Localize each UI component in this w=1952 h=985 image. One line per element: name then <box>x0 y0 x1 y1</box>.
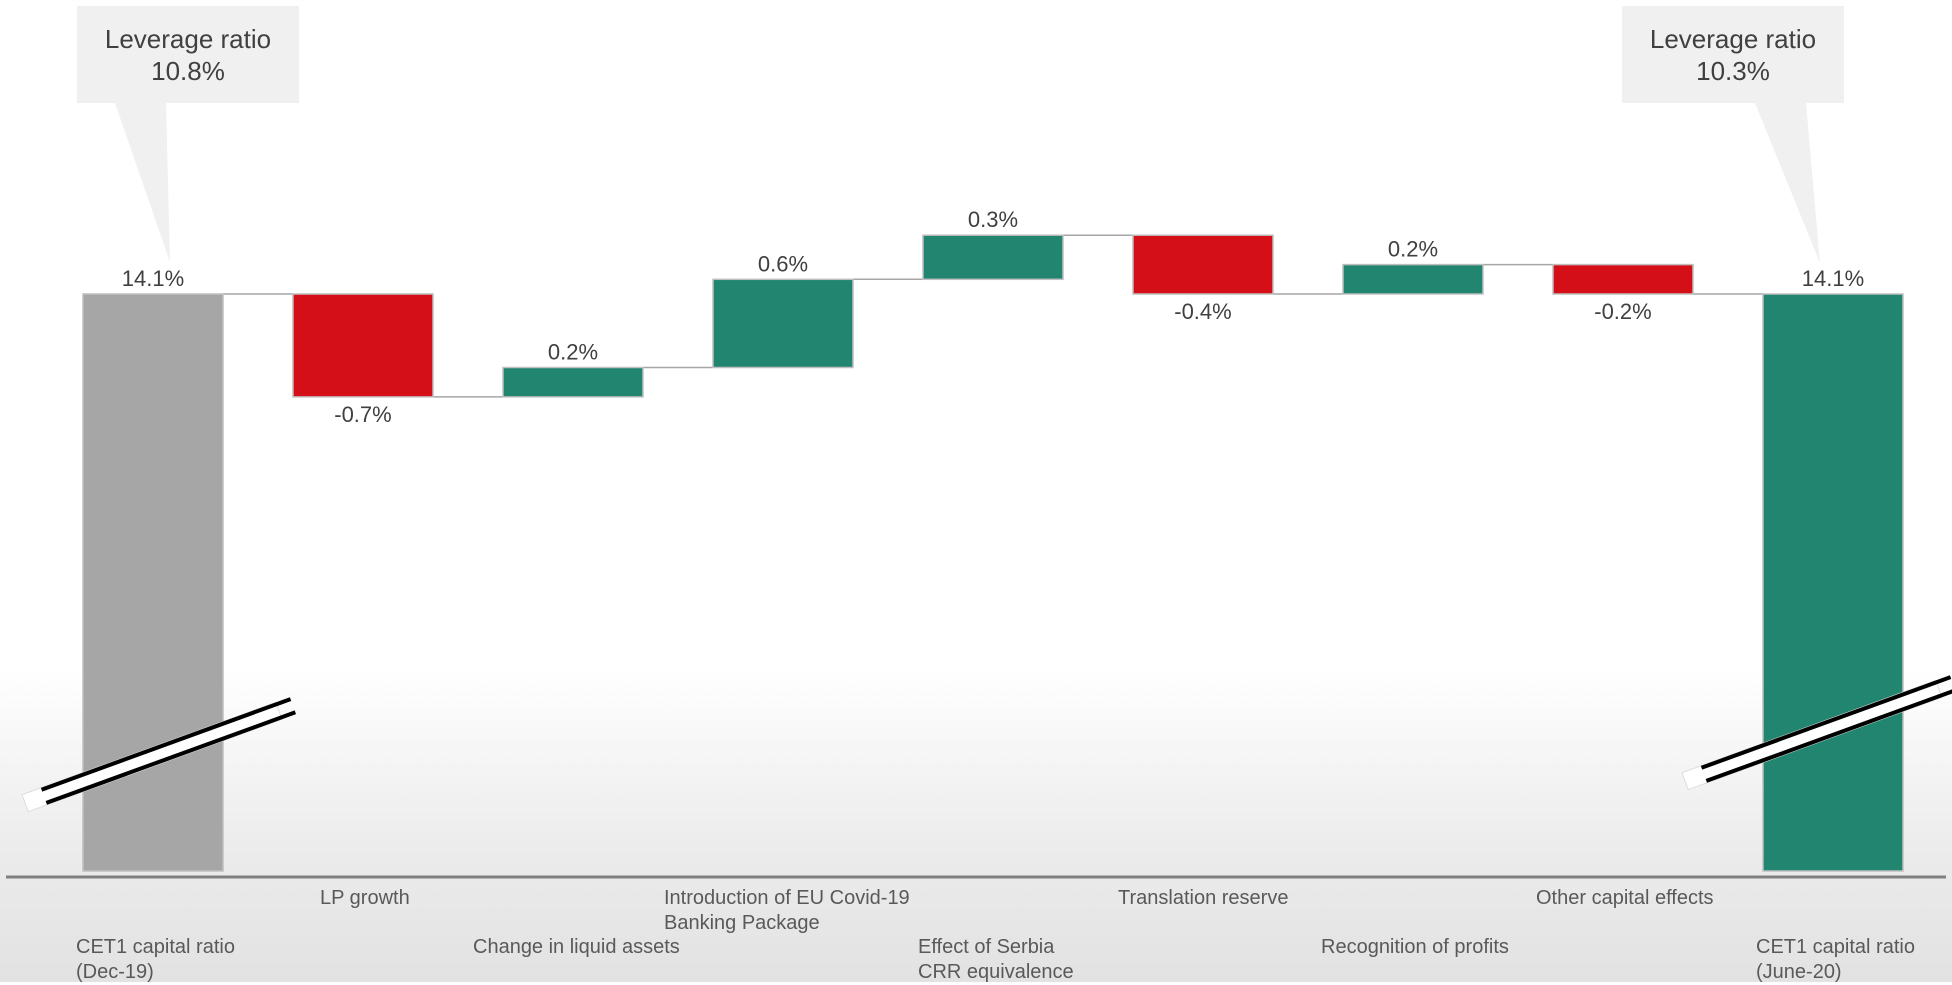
bar-1 <box>292 293 434 398</box>
axis-breaks <box>21 675 1952 813</box>
data-label-2: 0.2% <box>548 340 598 365</box>
axis-break-right <box>1681 675 1952 791</box>
data-labels-group: 14.1% -0.7% 0.2% 0.6% 0.3% -0.4% 0.2% -0.2% 14.1… <box>122 207 1864 427</box>
data-label-4: 0.3% <box>968 207 1018 232</box>
category-label-end: CET1 capital ratio (June-20) <box>1756 936 1915 983</box>
bar-4 <box>922 234 1064 281</box>
category-label-liquid-assets: Change in liquid assets <box>473 936 680 958</box>
data-label-0: 14.1% <box>122 266 184 291</box>
data-label-8: 14.1% <box>1802 266 1864 291</box>
bar-5 <box>1132 234 1274 295</box>
category-label-start: CET1 capital ratio (Dec-19) <box>76 936 235 983</box>
data-label-1: -0.7% <box>334 402 391 427</box>
category-label-serbia: Effect of Serbia CRR equivalence <box>918 936 1074 983</box>
bar-8 <box>1762 293 1904 872</box>
bar-2 <box>502 366 644 398</box>
connector-lines <box>115 103 1820 398</box>
axis-break-left <box>21 697 297 813</box>
data-label-5: -0.4% <box>1174 299 1231 324</box>
category-label-translation-reserve: Translation reserve <box>1118 887 1289 909</box>
callout-right-value: 10.3% <box>1696 56 1770 86</box>
category-label-lp-growth: LP growth <box>320 887 410 909</box>
leverage-ratio-callout-right: Leverage ratio 10.3% <box>1622 6 1844 103</box>
category-label-eu-covid: Introduction of EU Covid-19 Banking Pack… <box>664 887 910 934</box>
bars-group <box>82 234 1904 872</box>
bar-3 <box>712 278 854 369</box>
leverage-ratio-callout-left: Leverage ratio 10.8% <box>77 6 299 103</box>
category-label-recognition-of-profits: Recognition of profits <box>1321 936 1509 958</box>
bar-6 <box>1342 263 1484 295</box>
callout-tail-left <box>115 103 170 262</box>
category-label-other-capital-effects: Other capital effects <box>1536 887 1714 909</box>
data-label-3: 0.6% <box>758 251 808 276</box>
callout-left-value: 10.8% <box>151 56 225 86</box>
bar-7 <box>1552 263 1694 295</box>
data-label-7: -0.2% <box>1594 299 1651 324</box>
data-label-6: 0.2% <box>1388 237 1438 262</box>
callout-left-title: Leverage ratio <box>104 24 272 54</box>
callout-tail-right <box>1755 103 1820 263</box>
callout-right-title: Leverage ratio <box>1649 24 1817 54</box>
